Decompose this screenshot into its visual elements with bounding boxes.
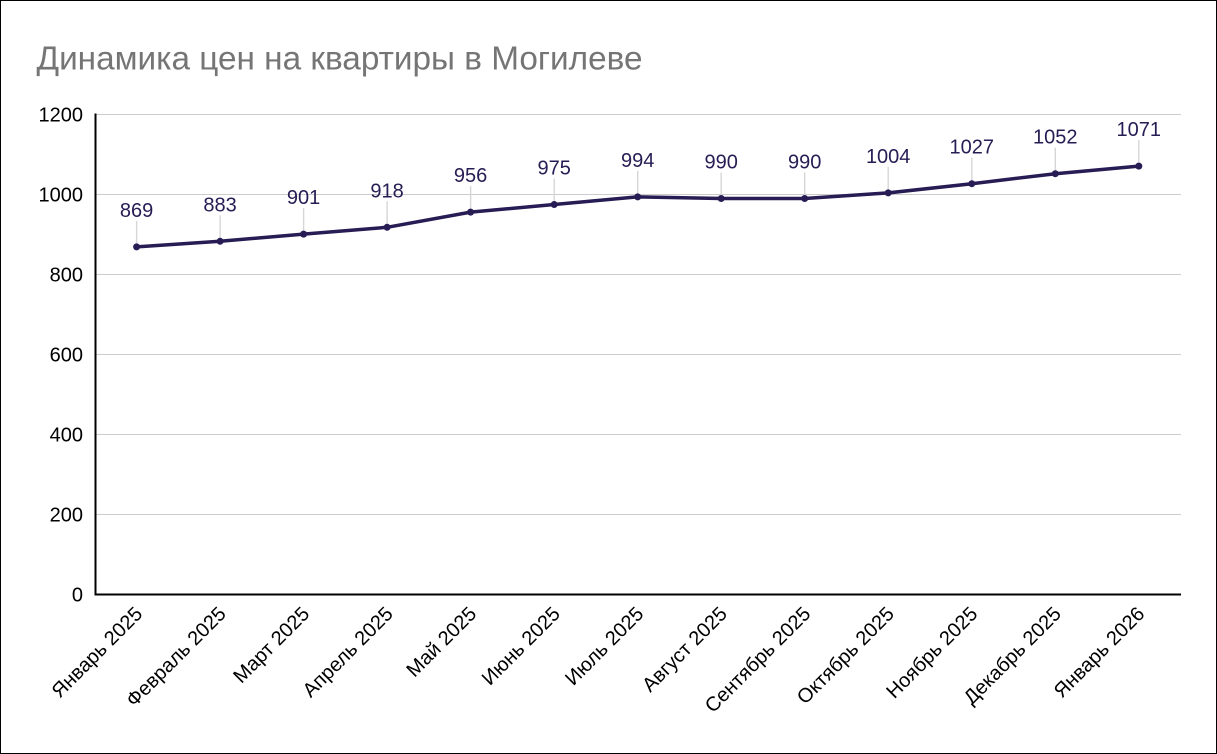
- svg-text:200: 200: [50, 505, 83, 527]
- svg-text:918: 918: [370, 180, 403, 202]
- svg-text:1027: 1027: [950, 137, 995, 159]
- svg-text:Март 2025: Март 2025: [229, 603, 314, 688]
- svg-text:1000: 1000: [39, 185, 84, 207]
- svg-text:Июнь 2025: Июнь 2025: [478, 603, 565, 690]
- svg-text:1004: 1004: [866, 146, 911, 168]
- svg-text:Июль 2025: Июль 2025: [561, 603, 648, 690]
- svg-text:1071: 1071: [1117, 119, 1162, 141]
- svg-text:975: 975: [538, 158, 571, 180]
- svg-text:1052: 1052: [1033, 127, 1078, 149]
- svg-text:1200: 1200: [39, 105, 84, 127]
- svg-text:956: 956: [454, 165, 487, 187]
- svg-text:400: 400: [50, 425, 83, 447]
- svg-text:990: 990: [788, 152, 821, 174]
- svg-text:994: 994: [621, 150, 654, 172]
- svg-text:Май 2025: Май 2025: [402, 603, 481, 682]
- svg-text:990: 990: [705, 152, 738, 174]
- svg-text:Апрель 2025: Апрель 2025: [299, 603, 398, 702]
- svg-text:0: 0: [72, 585, 83, 607]
- svg-text:883: 883: [203, 194, 236, 216]
- svg-text:901: 901: [287, 187, 320, 209]
- svg-text:869: 869: [120, 200, 153, 222]
- svg-text:Август 2025: Август 2025: [638, 603, 732, 697]
- svg-text:600: 600: [50, 345, 83, 367]
- svg-text:800: 800: [50, 265, 83, 287]
- svg-text:Динамика цен на квартиры в Мог: Динамика цен на квартиры в Могилеве: [37, 40, 643, 77]
